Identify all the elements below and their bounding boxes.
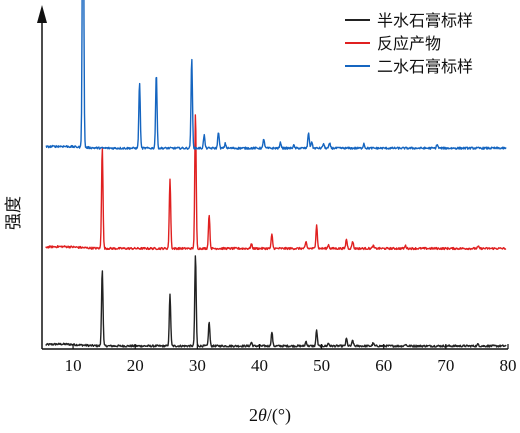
x-axis-label: 2θ/(°)	[249, 405, 291, 426]
legend-label-2: 反应产物	[377, 34, 441, 53]
series-line-3	[45, 0, 507, 150]
axes: 10 20 30 40 50 60 70 80	[37, 5, 517, 375]
series-line-2	[45, 114, 507, 251]
plot-area	[45, 0, 507, 348]
series-line-1	[45, 255, 507, 348]
x-tick-label: 50	[313, 356, 330, 375]
y-axis-label: 强度	[4, 196, 24, 230]
legend-label-3: 二水石膏标样	[377, 57, 473, 76]
x-tick-label: 80	[500, 356, 517, 375]
x-tick-label: 10	[65, 356, 82, 375]
y-axis-arrow-icon	[37, 5, 47, 23]
x-tick-label: 30	[189, 356, 206, 375]
x-tick-label: 70	[437, 356, 454, 375]
legend-label-1: 半水石膏标样	[377, 11, 473, 30]
x-tick-label: 40	[251, 356, 268, 375]
x-tick-label: 20	[127, 356, 144, 375]
x-tick-label: 60	[375, 356, 392, 375]
